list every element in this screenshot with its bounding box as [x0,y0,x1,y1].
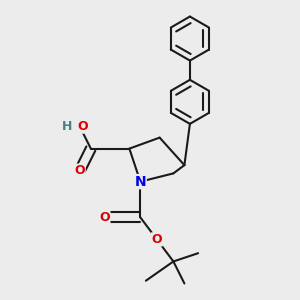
Text: O: O [77,120,88,133]
Text: O: O [152,233,162,246]
Text: O: O [74,164,85,177]
Text: N: N [135,175,146,189]
Text: O: O [99,211,110,224]
Text: H: H [62,120,73,133]
